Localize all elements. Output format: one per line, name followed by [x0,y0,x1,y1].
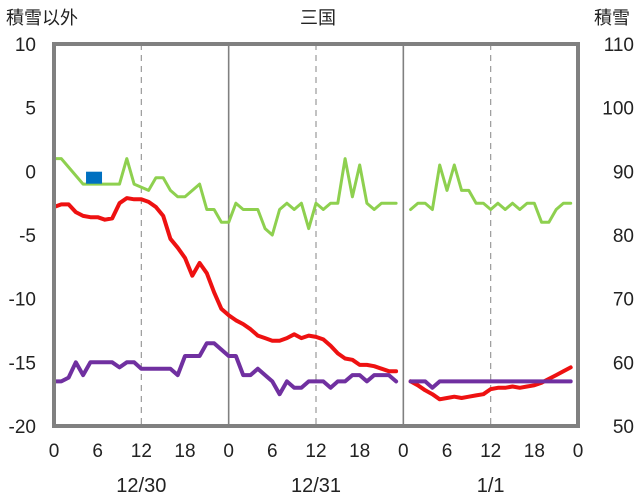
square-marker [86,171,103,184]
x-hour-tick-label: 12 [131,441,152,462]
right-y-tick-label: 70 [613,290,634,311]
x-hour-tick-labels: 0 6 12 18 0 6 12 18 0 6 12 18 0 [49,441,584,462]
x-hour-tick-label: 0 [398,441,409,462]
right-y-tick-label: 110 [604,35,634,56]
left-y-tick-label: -20 [9,417,36,438]
series-line-2 [52,341,399,397]
right-y-tick-label: 90 [613,162,634,183]
right-y-tick-label: 100 [602,99,634,120]
x-hour-tick-label: 18 [349,441,370,462]
grid-lines [140,44,492,426]
left-axis-label: 積雪以外 [6,8,78,28]
date-label: 1/1 [477,475,505,497]
right-y-tick-label: 80 [613,226,634,247]
markers [86,171,103,184]
series-line-0 [409,163,573,224]
left-y-tick-label: -5 [19,226,36,247]
date-labels: 12/30 12/31 1/1 [116,475,504,497]
left-y-tick-label: -10 [9,290,36,311]
x-hour-tick-label: 18 [524,441,545,462]
chart-title: 三国 [300,8,336,28]
x-hour-tick-label: 0 [573,441,584,462]
x-hour-tick-label: 12 [305,441,326,462]
series-line-0 [52,157,398,237]
right-y-tick-label: 60 [613,353,634,374]
x-hour-tick-label: 0 [49,441,60,462]
x-hour-tick-label: 12 [480,441,501,462]
x-hour-tick-label: 6 [442,441,453,462]
right-y-tick-labels: 110 100 90 80 70 60 50 [602,35,634,438]
x-hour-tick-label: 6 [92,441,103,462]
date-label: 12/31 [291,475,341,497]
x-hour-tick-label: 6 [267,441,278,462]
series-lines [52,157,573,402]
x-hour-tick-label: 0 [223,441,234,462]
left-y-tick-label: 5 [25,99,36,120]
series-line-1 [52,196,399,374]
plot-border [52,42,580,428]
right-axis-label: 積雪 [594,8,630,28]
date-label: 12/30 [116,475,166,497]
right-y-tick-label: 50 [613,417,634,438]
series-line-2 [408,379,573,390]
left-y-tick-labels: 10 5 0 -5 -10 -15 -20 [9,35,36,438]
left-y-tick-label: 10 [15,35,36,56]
left-y-tick-label: 0 [25,162,36,183]
left-y-tick-label: -15 [9,353,36,374]
x-hour-tick-label: 18 [174,441,195,462]
